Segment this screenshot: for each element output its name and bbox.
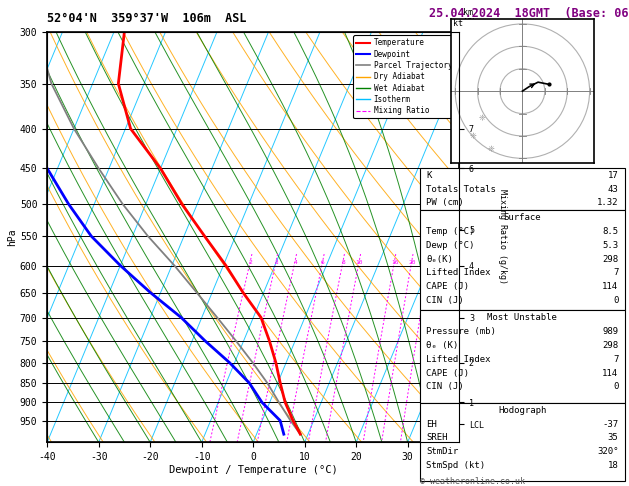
Text: 298: 298 — [603, 341, 618, 350]
Text: 17: 17 — [608, 171, 618, 180]
Text: 16: 16 — [391, 260, 398, 265]
Text: 18: 18 — [608, 461, 618, 470]
Text: 114: 114 — [603, 368, 618, 378]
Text: 298: 298 — [603, 255, 618, 263]
Text: Dewp (°C): Dewp (°C) — [426, 241, 475, 250]
Text: Surface: Surface — [504, 213, 541, 222]
Text: 35: 35 — [608, 434, 618, 442]
Text: θₑ (K): θₑ (K) — [426, 341, 459, 350]
Text: 320°: 320° — [597, 447, 618, 456]
Text: StmSpd (kt): StmSpd (kt) — [426, 461, 486, 470]
Text: EH: EH — [426, 420, 437, 429]
Bar — [420, 210, 625, 310]
Text: 8.5: 8.5 — [603, 227, 618, 236]
Text: 43: 43 — [608, 185, 618, 193]
Text: ❈: ❈ — [487, 144, 494, 155]
Text: km
ASL: km ASL — [464, 8, 478, 28]
Text: CIN (J): CIN (J) — [426, 382, 464, 391]
Text: CAPE (J): CAPE (J) — [426, 282, 469, 291]
Text: kt: kt — [453, 19, 463, 28]
Text: Hodograph: Hodograph — [498, 406, 547, 415]
Text: SREH: SREH — [426, 434, 448, 442]
Text: 8: 8 — [342, 260, 345, 265]
X-axis label: Dewpoint / Temperature (°C): Dewpoint / Temperature (°C) — [169, 465, 338, 475]
Text: PW (cm): PW (cm) — [426, 198, 464, 208]
Text: 0: 0 — [613, 296, 618, 305]
Text: 7: 7 — [613, 268, 618, 278]
Text: 989: 989 — [603, 327, 618, 336]
Text: Lifted Index: Lifted Index — [426, 268, 491, 278]
Text: 114: 114 — [603, 282, 618, 291]
Text: Lifted Index: Lifted Index — [426, 355, 491, 364]
Text: Pressure (mb): Pressure (mb) — [426, 327, 496, 336]
Text: © weatheronline.co.uk: © weatheronline.co.uk — [420, 477, 525, 486]
Text: 25: 25 — [426, 260, 433, 265]
Bar — [420, 310, 625, 403]
Y-axis label: hPa: hPa — [7, 228, 17, 246]
Text: θₑ(K): θₑ(K) — [426, 255, 453, 263]
Text: CAPE (J): CAPE (J) — [426, 368, 469, 378]
Text: K: K — [426, 171, 431, 180]
Text: 5.3: 5.3 — [603, 241, 618, 250]
Text: 2: 2 — [248, 260, 252, 265]
Text: 52°04'N  359°37'W  106m  ASL: 52°04'N 359°37'W 106m ASL — [47, 12, 247, 25]
Text: Temp (°C): Temp (°C) — [426, 227, 475, 236]
Text: 4: 4 — [293, 260, 297, 265]
Y-axis label: Mixing Ratio (g/kg): Mixing Ratio (g/kg) — [498, 190, 507, 284]
Text: 7: 7 — [613, 355, 618, 364]
Text: 0: 0 — [613, 382, 618, 391]
Text: CIN (J): CIN (J) — [426, 296, 464, 305]
Bar — [420, 168, 625, 210]
Text: ❈: ❈ — [479, 113, 486, 123]
Text: 25.04.2024  18GMT  (Base: 06): 25.04.2024 18GMT (Base: 06) — [429, 7, 629, 20]
Text: 1.32: 1.32 — [597, 198, 618, 208]
Text: ❈: ❈ — [470, 131, 477, 141]
Text: 6: 6 — [321, 260, 325, 265]
Text: 10: 10 — [356, 260, 363, 265]
Text: StmDir: StmDir — [426, 447, 459, 456]
Text: 3: 3 — [274, 260, 278, 265]
Text: Totals Totals: Totals Totals — [426, 185, 496, 193]
Text: -37: -37 — [603, 420, 618, 429]
Legend: Temperature, Dewpoint, Parcel Trajectory, Dry Adiabat, Wet Adiabat, Isotherm, Mi: Temperature, Dewpoint, Parcel Trajectory… — [353, 35, 455, 118]
Text: 20: 20 — [408, 260, 416, 265]
Bar — [420, 403, 625, 481]
Text: Most Unstable: Most Unstable — [487, 313, 557, 322]
